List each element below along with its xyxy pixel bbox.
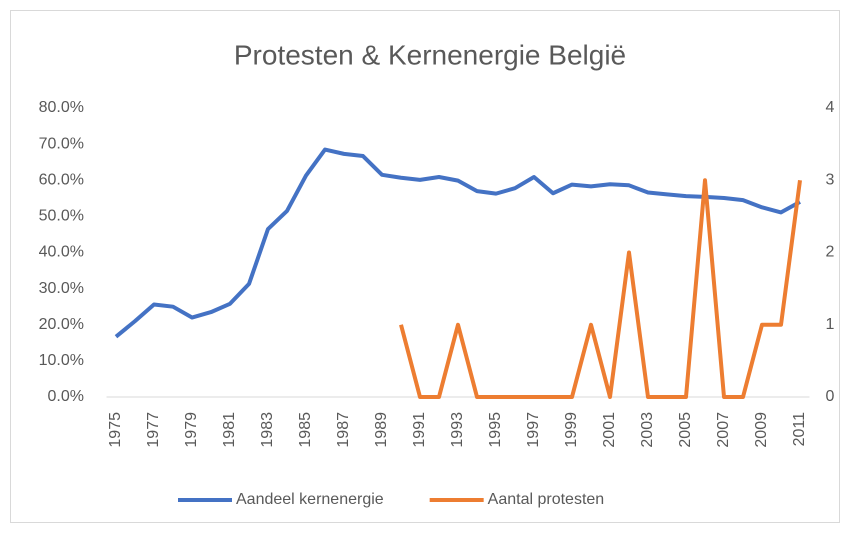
legend-label: Aandeel kernenergie [236, 491, 384, 508]
x-tick-label: 1975 [107, 412, 124, 448]
x-tick-label: 1993 [449, 412, 466, 448]
y2-tick-label: 2 [826, 244, 835, 261]
legend-label: Aantal protesten [488, 491, 605, 508]
y2-tick-label: 1 [826, 316, 835, 333]
chart-border [10, 10, 840, 523]
x-tick-label: 1983 [259, 412, 276, 448]
y-tick-label: 0.0% [48, 388, 84, 405]
x-tick-label: 1999 [563, 412, 580, 448]
x-tick-label: 2011 [791, 412, 808, 447]
y-tick-label: 60.0% [39, 171, 84, 188]
x-tick-label: 2001 [601, 412, 618, 448]
x-tick-label: 1977 [145, 412, 162, 448]
y-tick-label: 10.0% [39, 352, 84, 369]
x-tick-label: 1997 [525, 412, 542, 448]
y2-tick-label: 3 [826, 171, 835, 188]
x-tick-label: 2007 [715, 412, 732, 448]
y-tick-label: 80.0% [39, 99, 84, 116]
x-tick-label: 2009 [753, 412, 770, 448]
x-tick-label: 1995 [487, 412, 504, 448]
x-tick-label: 1991 [411, 412, 428, 448]
x-tick-label: 1985 [297, 412, 314, 448]
series-line [114, 147, 801, 339]
x-tick-label: 2003 [639, 412, 656, 448]
y-tick-label: 20.0% [39, 316, 84, 333]
y2-tick-label: 0 [826, 388, 835, 405]
y-tick-label: 40.0% [39, 244, 84, 261]
chart-title: Protesten & Kernenergie België [234, 39, 626, 70]
y2-tick-label: 4 [826, 99, 835, 116]
y-tick-label: 50.0% [39, 208, 84, 225]
x-tick-label: 1987 [335, 412, 352, 448]
x-tick-label: 1989 [373, 412, 390, 448]
series-line [399, 178, 802, 399]
y-tick-label: 30.0% [39, 280, 84, 297]
x-tick-label: 1981 [221, 412, 238, 448]
x-tick-label: 2005 [677, 412, 694, 448]
x-tick-label: 1979 [183, 412, 200, 448]
y-tick-label: 70.0% [39, 135, 84, 152]
